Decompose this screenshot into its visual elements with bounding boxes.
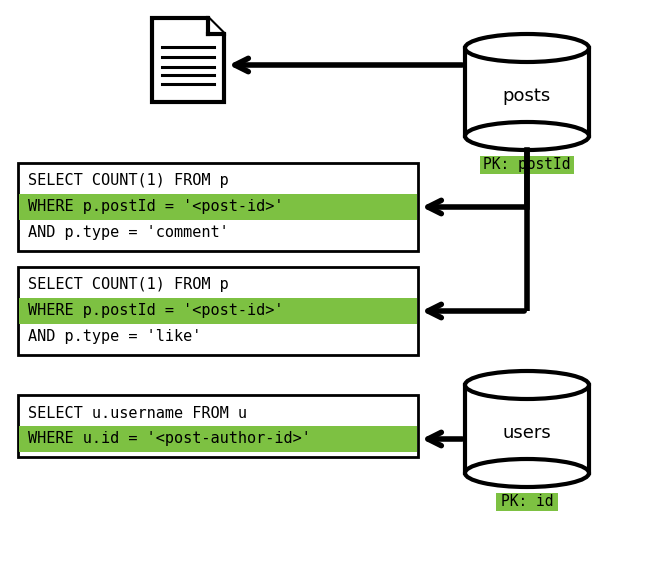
Text: PK: postId: PK: postId: [483, 158, 571, 172]
Ellipse shape: [465, 459, 589, 487]
Polygon shape: [480, 156, 574, 174]
Polygon shape: [465, 385, 589, 473]
Text: SELECT COUNT(1) FROM p: SELECT COUNT(1) FROM p: [28, 174, 229, 189]
Text: WHERE p.postId = '<post-id>': WHERE p.postId = '<post-id>': [28, 304, 283, 319]
Polygon shape: [465, 48, 589, 136]
Text: users: users: [503, 424, 552, 442]
Ellipse shape: [465, 34, 589, 62]
Polygon shape: [19, 426, 417, 452]
Text: AND p.type = 'like': AND p.type = 'like': [28, 329, 202, 344]
Text: WHERE p.postId = '<post-id>': WHERE p.postId = '<post-id>': [28, 199, 283, 214]
Polygon shape: [208, 18, 224, 34]
Text: SELECT u.username FROM u: SELECT u.username FROM u: [28, 406, 247, 421]
Text: posts: posts: [503, 87, 551, 105]
Polygon shape: [18, 267, 418, 355]
Polygon shape: [496, 493, 558, 511]
Polygon shape: [18, 163, 418, 251]
Ellipse shape: [465, 371, 589, 399]
Polygon shape: [19, 298, 417, 324]
Polygon shape: [19, 194, 417, 220]
Text: AND p.type = 'comment': AND p.type = 'comment': [28, 226, 229, 241]
Polygon shape: [18, 395, 418, 457]
Text: PK: id: PK: id: [501, 494, 554, 509]
Text: SELECT COUNT(1) FROM p: SELECT COUNT(1) FROM p: [28, 277, 229, 292]
Ellipse shape: [465, 122, 589, 150]
Polygon shape: [152, 18, 224, 102]
Text: WHERE u.id = '<post-author-id>': WHERE u.id = '<post-author-id>': [28, 431, 311, 446]
